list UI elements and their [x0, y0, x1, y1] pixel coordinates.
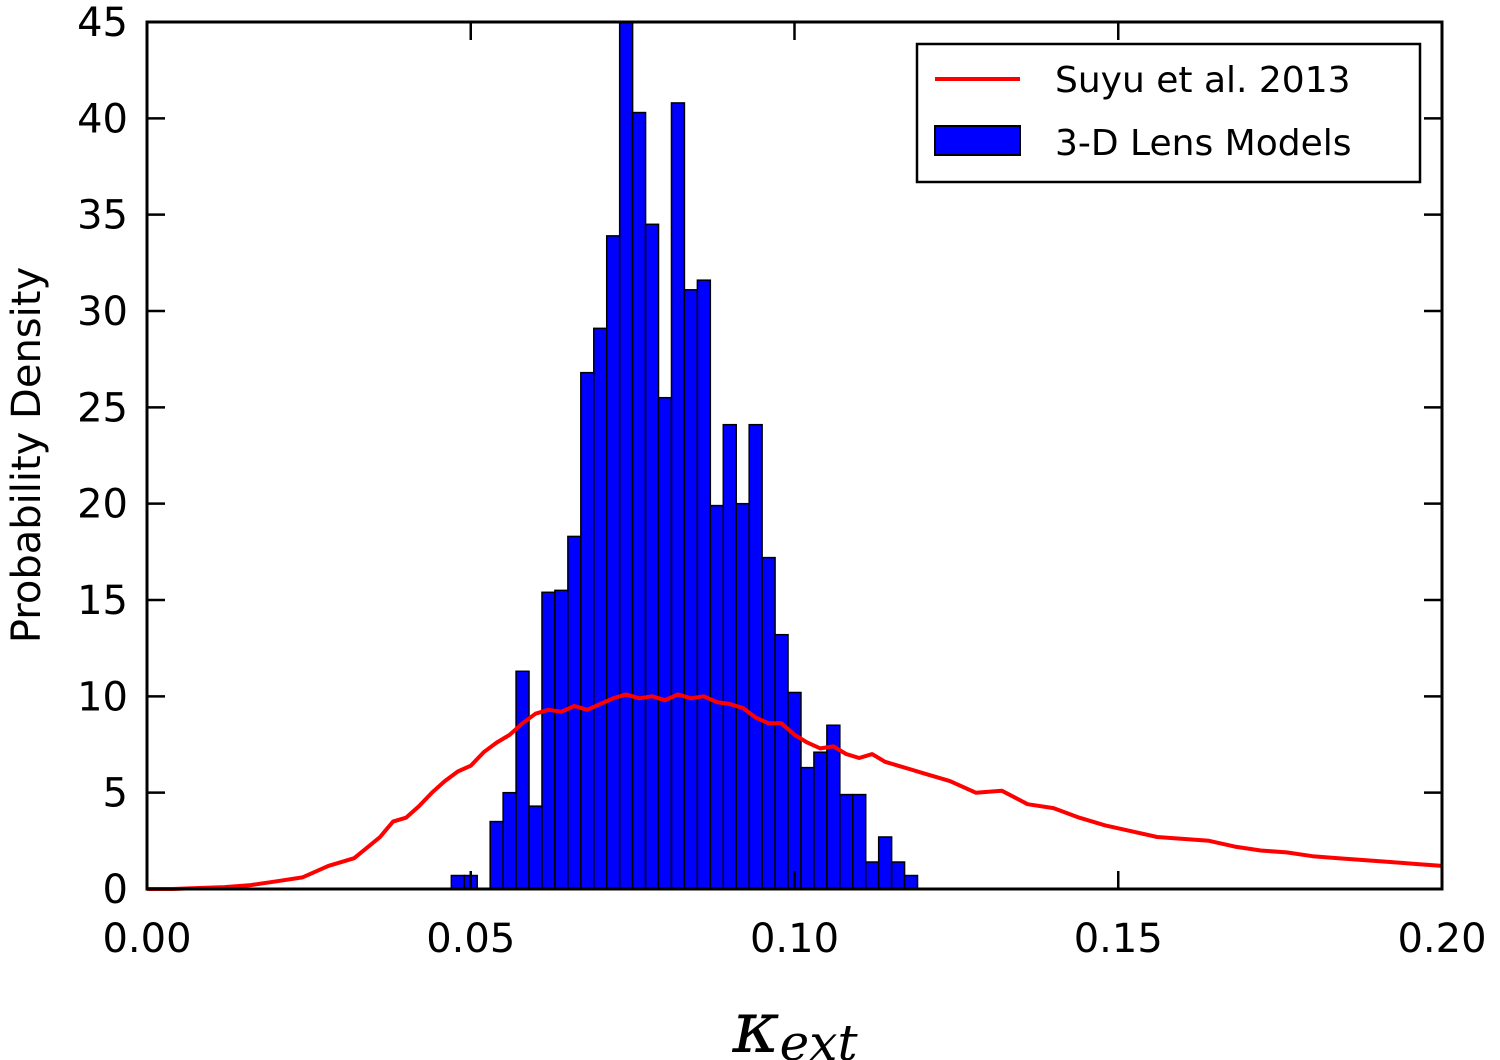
histogram-bar — [670, 102, 686, 890]
plot-frame — [145, 20, 1444, 891]
histogram-bar — [890, 861, 906, 890]
legend-label-bar: 3-D Lens Models — [1055, 123, 1352, 164]
y-tick-label: 45 — [77, 0, 128, 46]
y-tick-label: 0 — [103, 867, 128, 913]
legend-box — [915, 42, 1422, 184]
y-tick-label: 35 — [77, 193, 128, 239]
y-axis-title: Probability Density — [4, 267, 50, 643]
x-axis-title: κext — [731, 985, 858, 1060]
histogram-bar — [864, 861, 880, 890]
histogram-bar — [605, 235, 621, 890]
histogram-bar — [541, 591, 556, 890]
x-tick-label: 0.20 — [1397, 916, 1486, 962]
histogram-bar — [852, 793, 867, 890]
histogram-bar — [813, 751, 828, 890]
series-line — [147, 692, 1443, 891]
x-axis-title-main: κ — [731, 985, 779, 1060]
histogram-bar — [683, 289, 699, 890]
legend-label-line: Suyu et al. 2013 — [1055, 60, 1351, 101]
legend: Suyu et al. 2013 3-D Lens Models — [915, 42, 1422, 184]
histogram-bar — [515, 670, 530, 890]
histogram-bar — [657, 396, 673, 890]
histogram-bar — [450, 874, 466, 890]
x-tick-label: 0.10 — [750, 916, 839, 962]
histogram-bar — [839, 793, 854, 890]
x-tick-label: 0.05 — [426, 916, 515, 962]
y-tick-label: 15 — [77, 578, 128, 624]
histogram-bar — [489, 820, 504, 890]
legend-swatch-bar — [934, 125, 1021, 156]
histogram-bar — [502, 791, 517, 890]
histogram-bar — [528, 805, 543, 890]
histogram-bar — [800, 766, 815, 890]
y-tick-label: 5 — [103, 771, 128, 817]
histogram-bar — [787, 691, 802, 890]
histogram-bar — [631, 111, 647, 890]
histogram-bar — [774, 633, 789, 890]
histogram-bar — [903, 874, 919, 890]
series-lines — [147, 692, 1443, 891]
y-tick-label: 40 — [77, 96, 128, 142]
x-tick-label: 0.00 — [102, 916, 191, 962]
histogram-bar — [696, 279, 712, 890]
histogram-bar — [580, 371, 595, 890]
histogram-bar — [618, 21, 634, 890]
histogram-bar — [709, 504, 725, 890]
histogram-bar — [735, 502, 750, 890]
histogram-bar — [748, 423, 763, 890]
histogram-bar — [644, 223, 660, 890]
histogram-bar — [877, 836, 893, 890]
histogram-bar — [567, 535, 582, 890]
x-axis-title-sub: ext — [780, 1014, 859, 1060]
histogram-bar — [554, 589, 569, 890]
y-tick-label: 30 — [77, 289, 128, 335]
y-tick-label: 25 — [77, 385, 128, 431]
y-tick-label: 20 — [77, 482, 128, 528]
y-tick-label: 10 — [77, 674, 128, 720]
x-tick-label: 0.15 — [1074, 916, 1163, 962]
histogram-bar — [722, 423, 737, 890]
tick-labels: 0.00 0.05 0.10 0.15 0.20 0 5 10 15 20 25 30 35 40 45 — [77, 0, 1486, 962]
histogram-bar — [593, 327, 608, 890]
